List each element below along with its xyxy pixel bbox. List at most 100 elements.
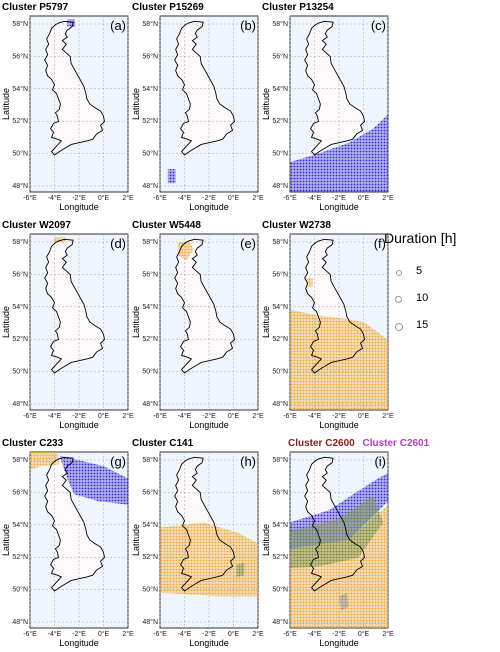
panel-letter: (e) bbox=[240, 236, 256, 251]
lat-tick-label: 58°N bbox=[12, 238, 28, 246]
panel-title: Cluster W2097 bbox=[2, 220, 71, 231]
lat-tick-label: 54°N bbox=[142, 303, 158, 311]
lat-tick-label: 54°N bbox=[12, 521, 28, 529]
x-axis-label: Longitude bbox=[319, 420, 359, 430]
coastline bbox=[44, 238, 105, 374]
lon-tick-label: -6°E bbox=[153, 412, 167, 420]
lon-tick-label: -4°E bbox=[48, 630, 62, 638]
duration-legend: Duration [h] 5 10 15 bbox=[380, 230, 495, 350]
legend-label: 15 bbox=[416, 319, 429, 331]
panel-title: Cluster P15269 bbox=[132, 2, 204, 13]
lat-tick-label: 48°N bbox=[12, 400, 28, 408]
lon-tick-label: -4°E bbox=[48, 412, 62, 420]
lon-tick-label: -4°E bbox=[308, 194, 322, 202]
lat-tick-label: 50°N bbox=[12, 368, 28, 376]
coastline bbox=[304, 20, 365, 156]
panel-title: Cluster C2600 Cluster C2601 bbox=[288, 438, 429, 449]
lon-tick-label: -2°E bbox=[72, 630, 86, 638]
x-axis-label: Longitude bbox=[59, 202, 99, 212]
lon-tick-label: -2°E bbox=[202, 630, 216, 638]
impact-region bbox=[67, 19, 76, 27]
lat-tick-label: 50°N bbox=[272, 586, 288, 594]
impact-region bbox=[30, 452, 60, 470]
lon-tick-label: -4°E bbox=[308, 412, 322, 420]
lat-tick-label: 54°N bbox=[272, 85, 288, 93]
lat-tick-label: 52°N bbox=[272, 335, 288, 343]
lon-tick-label: 2°E bbox=[382, 412, 394, 420]
lat-tick-label: 54°N bbox=[142, 85, 158, 93]
x-axis-label: Longitude bbox=[319, 638, 359, 648]
lon-tick-label: -2°E bbox=[332, 194, 346, 202]
lat-tick-label: 48°N bbox=[12, 618, 28, 626]
impact-region bbox=[167, 169, 176, 184]
lon-tick-label: 2°E bbox=[122, 194, 134, 202]
lat-tick-label: 50°N bbox=[142, 368, 158, 376]
lat-tick-label: 50°N bbox=[272, 150, 288, 158]
legend-dot bbox=[395, 296, 402, 303]
lon-tick-label: -2°E bbox=[72, 412, 86, 420]
lat-tick-label: 56°N bbox=[12, 270, 28, 278]
panel-letter: (i) bbox=[374, 454, 386, 469]
lat-tick-label: 52°N bbox=[142, 553, 158, 561]
lat-tick-label: 48°N bbox=[142, 182, 158, 190]
lon-tick-label: 2°E bbox=[252, 630, 264, 638]
lat-tick-label: 58°N bbox=[142, 456, 158, 464]
impact-region bbox=[339, 592, 349, 611]
map-svg: 58°N 56°N 54°N 52°N 50°N 48°N -6°E -4°E -2°E 0°E 2… bbox=[261, 15, 394, 212]
panel-title: Cluster P13254 bbox=[262, 2, 334, 13]
lat-tick-label: 56°N bbox=[272, 52, 288, 60]
lon-tick-label: 0°E bbox=[228, 194, 240, 202]
lon-tick-label: -6°E bbox=[153, 194, 167, 202]
map-svg: 58°N 56°N 54°N 52°N 50°N 48°N -6°E -4°E -2°E 0°E 2… bbox=[131, 15, 264, 212]
lon-tick-label: 2°E bbox=[382, 194, 394, 202]
panel-title: Cluster W2738 bbox=[262, 220, 331, 231]
lon-tick-label: 0°E bbox=[98, 630, 110, 638]
y-axis-label: Latitude bbox=[131, 306, 141, 338]
map-svg: 58°N 56°N 54°N 52°N 50°N 48°N -6°E -4°E -2°E 0°E 2… bbox=[261, 451, 394, 648]
lat-tick-label: 52°N bbox=[12, 335, 28, 343]
panel-d: 58°N 56°N 54°N 52°N 50°N 48°N -6°E -4°E -2°E 0°E 2… bbox=[0, 218, 150, 430]
lat-tick-label: 56°N bbox=[142, 52, 158, 60]
map-svg: 58°N 56°N 54°N 52°N 50°N 48°N -6°E -4°E -2°E 0°E 2… bbox=[131, 233, 264, 430]
panel-title: Cluster W5448 bbox=[132, 220, 201, 231]
panel-c: 58°N 56°N 54°N 52°N 50°N 48°N -6°E -4°E -2°E 0°E 2… bbox=[260, 0, 410, 212]
lon-tick-label: -6°E bbox=[283, 194, 297, 202]
lat-tick-label: 48°N bbox=[142, 400, 158, 408]
coastline bbox=[44, 20, 105, 156]
panel-title: Cluster C233 bbox=[2, 438, 64, 449]
lon-tick-label: 0°E bbox=[228, 412, 240, 420]
lon-tick-label: -4°E bbox=[178, 194, 192, 202]
lat-tick-label: 52°N bbox=[12, 553, 28, 561]
land-area bbox=[44, 239, 105, 374]
legend-label: 5 bbox=[416, 265, 423, 277]
lon-tick-label: -6°E bbox=[283, 412, 297, 420]
panel-letter: (f) bbox=[374, 236, 386, 251]
legend-dot bbox=[396, 270, 402, 276]
lat-tick-label: 48°N bbox=[12, 182, 28, 190]
lat-tick-label: 58°N bbox=[12, 20, 28, 28]
lat-tick-label: 54°N bbox=[12, 303, 28, 311]
panel-title: Cluster P5797 bbox=[2, 2, 69, 13]
lon-tick-label: 0°E bbox=[358, 412, 370, 420]
lat-tick-label: 52°N bbox=[272, 553, 288, 561]
lon-tick-label: 2°E bbox=[252, 194, 264, 202]
lon-tick-label: -6°E bbox=[283, 630, 297, 638]
lat-tick-label: 50°N bbox=[142, 586, 158, 594]
lon-tick-label: 2°E bbox=[122, 630, 134, 638]
lon-tick-label: -6°E bbox=[23, 194, 37, 202]
panel-f: 58°N 56°N 54°N 52°N 50°N 48°N -6°E -4°E -2°E 0°E 2… bbox=[260, 218, 410, 430]
lon-tick-label: 0°E bbox=[358, 194, 370, 202]
lon-tick-label: 2°E bbox=[252, 412, 264, 420]
panel-title-a: Cluster C2600 bbox=[288, 438, 355, 449]
panel-letter: (b) bbox=[240, 18, 256, 33]
lat-tick-label: 52°N bbox=[12, 117, 28, 125]
lat-tick-label: 52°N bbox=[142, 117, 158, 125]
panel-title: Cluster C141 bbox=[132, 438, 194, 449]
x-axis-label: Longitude bbox=[59, 638, 99, 648]
map-svg: 58°N 56°N 54°N 52°N 50°N 48°N -6°E -4°E -2°E 0°E 2… bbox=[131, 451, 264, 648]
lat-tick-label: 56°N bbox=[142, 488, 158, 496]
x-axis-label: Longitude bbox=[189, 420, 229, 430]
lon-tick-label: -2°E bbox=[332, 412, 346, 420]
panel-a: 58°N 56°N 54°N 52°N 50°N 48°N -6°E -4°E -2°E 0°E 2… bbox=[0, 0, 150, 212]
panel-letter: (h) bbox=[240, 454, 256, 469]
